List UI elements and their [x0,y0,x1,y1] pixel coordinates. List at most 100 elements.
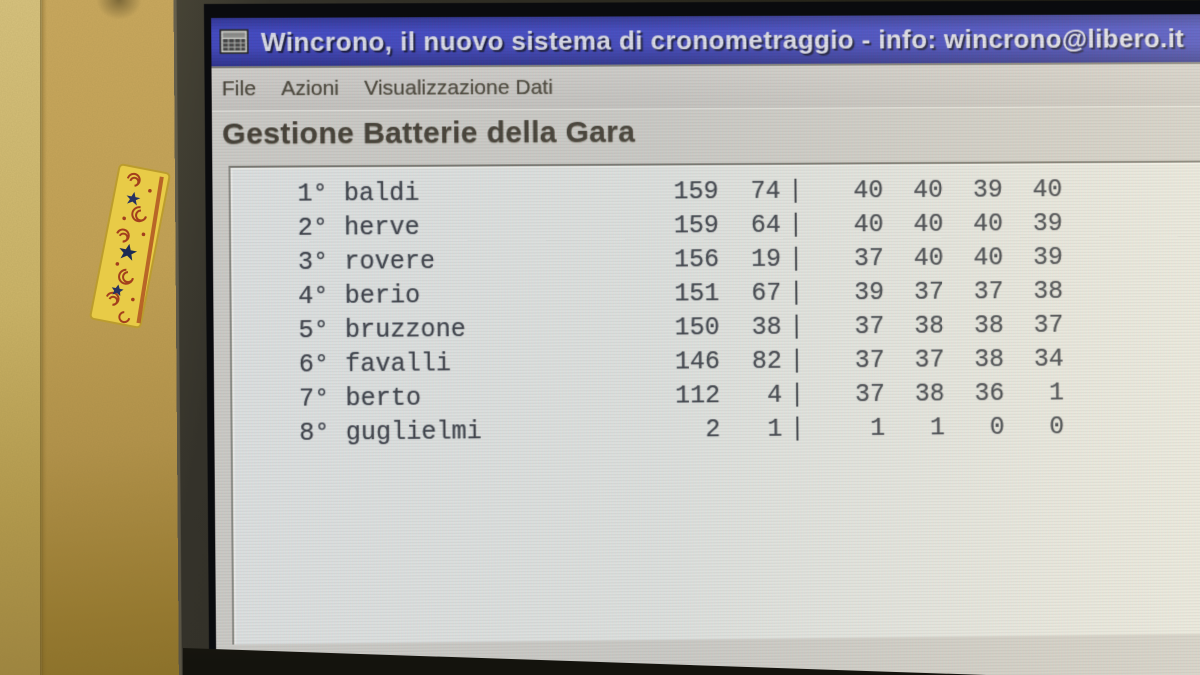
total-cell: 146 [674,347,721,377]
lap-cell: 38 [914,379,945,409]
battery-row[interactable]: 2° herve 159 64 | 40 40 40 39 [275,205,1200,246]
lap-cell: 37 [854,312,885,342]
wincrono-window: Wincrono, il nuovo sistema di cronometra… [211,13,1200,675]
gap [328,211,344,245]
separator-cell: | [789,380,805,410]
points-cell: 4 [767,380,783,410]
athlete-name-cell: baldi [343,178,420,209]
rank-cell: 2° [297,213,329,243]
lap-cell: 37 [973,277,1004,307]
rank-cell: 5° [298,315,329,346]
separator-cell: | [789,414,805,444]
rank-cell: 1° [297,179,328,209]
separator-cell: | [788,244,804,274]
gap [329,314,345,348]
lap-cell: 0 [989,412,1005,442]
separator-cell: | [788,312,805,342]
menu-visualizzazione-dati[interactable]: Visualizzazione Dati [364,75,554,100]
athlete-name-cell: herve [343,212,420,243]
athlete-name-cell: favalli [345,349,452,380]
window-titlebar[interactable]: Wincrono, il nuovo sistema di cronometra… [211,13,1200,69]
lap-cell: 1 [929,413,946,443]
gap [329,416,345,450]
points-cell: 19 [750,244,782,274]
lap-cell: 40 [913,243,944,273]
athlete-name-cell: berio [344,281,421,311]
athlete-name-cell: bruzzone [344,314,466,345]
wall-shadow [96,0,142,20]
lap-cell: 37 [1033,310,1064,340]
lap-cell: 38 [973,311,1004,341]
wall-corner-edge [40,0,47,675]
rank-cell: 7° [298,384,330,414]
crt-monitor-bezel: Wincrono, il nuovo sistema di cronometra… [173,0,1200,675]
athlete-name-cell: guglielmi [345,417,482,448]
lap-cell: 40 [973,243,1004,273]
points-cell: 1 [767,414,783,444]
gap [328,246,344,280]
gap [328,177,344,211]
lap-cell: 40 [973,209,1004,239]
gap [328,280,344,314]
lap-cell: 40 [913,209,944,239]
total-cell: 159 [673,177,719,207]
client-area: Gestione Batterie della Gara 1° baldi 159 7… [212,112,1200,645]
athlete-name-cell: rovere [344,246,436,277]
lap-cell: 39 [1032,209,1063,239]
lap-cell: 40 [853,176,884,206]
page-title: Gestione Batterie della Gara [222,115,636,151]
lap-cell: 37 [914,345,945,375]
lap-cell: 39 [972,175,1003,205]
gap [329,382,345,416]
separator-cell: | [787,176,804,206]
total-cell: 159 [673,211,719,241]
rank-cell: 6° [298,350,330,380]
lap-cell: 37 [913,277,944,307]
total-cell: 112 [674,381,721,411]
menu-bar: File Azioni Visualizzazione Dati [211,63,1200,112]
separator-cell: | [788,210,804,240]
lap-cell: 38 [914,311,945,341]
rank-cell: 8° [299,418,330,448]
lap-cell: 1 [1048,378,1065,408]
battery-row[interactable]: 1° baldi 159 74 | 40 40 39 40 [275,172,1200,212]
total-cell: 150 [674,313,720,343]
lap-cell: 38 [1033,276,1064,306]
lap-cell: 0 [1049,412,1065,442]
athlete-name-cell: berto [345,383,422,414]
points-cell: 64 [750,210,781,240]
yellow-doodle-sticker [89,163,171,329]
lap-cell: 34 [1033,344,1064,374]
points-cell: 74 [750,176,781,206]
separator-cell: | [789,346,805,376]
lap-cell: 37 [854,379,886,410]
lap-cell: 39 [1032,242,1063,273]
lap-cell: 36 [974,378,1005,409]
total-cell: 151 [674,279,720,309]
separator-cell: | [788,278,804,308]
points-cell: 67 [751,278,782,308]
wall-corner-face [0,0,42,675]
rank-cell: 4° [298,281,329,312]
lap-cell: 40 [853,210,884,240]
points-cell: 82 [751,346,782,376]
app-window-icon[interactable] [219,29,250,55]
total-cell: 2 [705,415,721,445]
lap-cell: 40 [1032,175,1063,205]
lap-cell: 39 [854,278,885,308]
total-cell: 156 [673,245,720,275]
lap-cell: 38 [974,345,1005,375]
gap [329,348,345,382]
rank-cell: 3° [297,247,329,278]
lap-cell: 40 [913,175,944,205]
lap-cell: 37 [853,244,884,274]
battery-list: 1° baldi 159 74 | 40 40 39 40 2° herve 159 64 | 40 40 40… [228,159,1200,645]
menu-file[interactable]: File [221,77,257,101]
lap-cell: 1 [870,413,886,443]
crt-screen: Wincrono, il nuovo sistema di cronometra… [203,0,1200,675]
menu-azioni[interactable]: Azioni [281,76,340,101]
points-cell: 38 [751,312,782,342]
lap-cell: 37 [854,345,885,376]
window-title: Wincrono, il nuovo sistema di cronometra… [260,22,1185,57]
